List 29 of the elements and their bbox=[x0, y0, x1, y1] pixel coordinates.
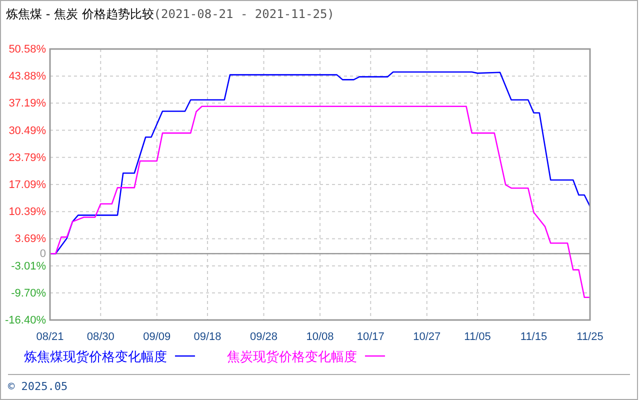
legend-label: 炼焦煤现货价格变化幅度 bbox=[24, 349, 167, 365]
y-tick-label: -16.40% bbox=[5, 314, 46, 327]
chart-subtitle: (2021-08-21 - 2021-11-25) bbox=[154, 7, 334, 21]
y-tick-label: 3.69% bbox=[14, 233, 46, 246]
text: © 2025.05 bbox=[8, 380, 68, 393]
line-series bbox=[49, 106, 591, 298]
x-tick-label: 10/27 bbox=[413, 330, 441, 343]
y-tick-label: 17.09% bbox=[8, 179, 46, 192]
chart-title: 炼焦煤 - 焦炭 价格趋势比较 bbox=[6, 7, 154, 21]
y-tick-label: 23.79% bbox=[8, 152, 46, 164]
x-tick-label: 08/21 bbox=[36, 330, 64, 343]
y-tick-label: 43.88% bbox=[8, 70, 46, 83]
y-tick-label: 0 bbox=[40, 248, 46, 260]
x-tick-label: 09/18 bbox=[194, 330, 222, 343]
x-tick-label: 09/28 bbox=[250, 330, 278, 343]
y-tick-label: -3.01% bbox=[11, 260, 46, 272]
x-tick-label: 09/09 bbox=[143, 330, 171, 343]
y-tick-label: 37.19% bbox=[8, 98, 46, 110]
y-tick-label: 30.49% bbox=[8, 124, 46, 137]
y-tick-label: 50.58% bbox=[8, 44, 46, 56]
x-tick-label: 11/05 bbox=[464, 330, 491, 343]
y-tick-label: -9.70% bbox=[11, 287, 46, 300]
y-tick-label: 10.39% bbox=[8, 206, 46, 218]
x-tick-label: 11/15 bbox=[520, 330, 548, 343]
x-tick-label: 08/30 bbox=[86, 330, 114, 343]
x-tick-label: 10/17 bbox=[356, 330, 384, 343]
x-tick-label: 11/25 bbox=[576, 330, 604, 343]
x-tick-label: 10/08 bbox=[306, 330, 334, 343]
legend-label: 焦炭现货价格变化幅度 bbox=[227, 349, 357, 365]
